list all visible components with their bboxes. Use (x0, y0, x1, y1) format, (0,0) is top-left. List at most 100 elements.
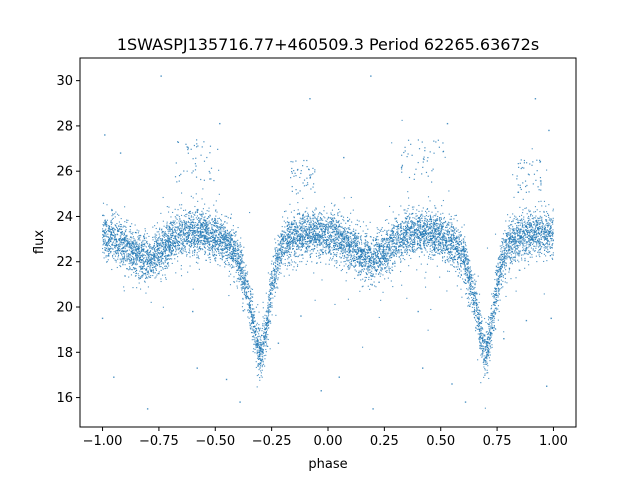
data-point (394, 252, 395, 253)
data-point (350, 250, 351, 251)
data-point (398, 236, 399, 237)
data-point (378, 243, 379, 244)
data-point (123, 262, 124, 263)
data-point (482, 339, 483, 340)
data-point (188, 252, 189, 253)
data-point (194, 254, 195, 255)
data-point (138, 253, 139, 254)
data-point (506, 282, 507, 283)
data-point (136, 287, 137, 288)
data-point (317, 244, 318, 245)
data-point (274, 238, 275, 239)
data-point (508, 226, 509, 227)
data-point (174, 241, 175, 242)
data-point (329, 249, 330, 250)
data-point (313, 250, 314, 251)
data-point (307, 250, 308, 251)
data-point (321, 220, 322, 221)
data-point (359, 247, 360, 248)
data-point (231, 214, 232, 215)
data-point (493, 327, 494, 328)
data-point (338, 209, 339, 210)
data-point (522, 239, 523, 240)
data-point (111, 248, 112, 249)
data-point (503, 246, 504, 247)
data-point (319, 231, 320, 232)
data-point (450, 260, 451, 261)
data-point (298, 209, 299, 210)
data-point (305, 211, 306, 212)
data-point (186, 224, 187, 225)
data-point (470, 295, 471, 296)
data-point (337, 213, 338, 214)
data-point (193, 247, 194, 248)
data-point (144, 234, 145, 235)
data-point (212, 244, 213, 245)
data-point (429, 236, 430, 237)
data-point (425, 211, 426, 212)
data-point (546, 246, 547, 247)
data-point (222, 236, 223, 237)
data-point (207, 249, 208, 250)
data-point (319, 243, 320, 244)
data-point (212, 232, 213, 233)
data-point (545, 224, 546, 225)
data-point (332, 239, 333, 240)
data-point (325, 244, 326, 245)
data-point (452, 254, 453, 255)
data-point (105, 229, 106, 230)
data-point (530, 253, 531, 254)
data-point (291, 229, 292, 230)
data-point (536, 241, 537, 242)
data-point (509, 268, 510, 269)
data-point (202, 213, 203, 214)
data-point (528, 261, 529, 262)
data-point (209, 253, 210, 254)
data-point (197, 247, 198, 248)
data-point (154, 277, 155, 278)
data-point (346, 228, 347, 229)
data-point (217, 241, 218, 242)
data-point (119, 265, 120, 266)
data-point (260, 340, 261, 341)
data-point (321, 238, 322, 239)
data-point (269, 284, 270, 285)
data-point (323, 228, 324, 229)
data-point (380, 231, 381, 232)
data-point (168, 258, 169, 259)
data-point (495, 329, 496, 330)
data-point (191, 217, 192, 218)
data-point (447, 271, 448, 272)
data-point (213, 236, 214, 237)
data-point (268, 339, 269, 340)
data-point (184, 241, 185, 242)
data-point (114, 251, 115, 252)
data-point (446, 247, 447, 248)
data-point (213, 234, 214, 235)
data-point (271, 282, 272, 283)
data-point (427, 242, 428, 243)
data-point (154, 254, 155, 255)
data-point (426, 215, 427, 216)
data-point (475, 281, 476, 282)
data-point (347, 238, 348, 239)
data-point (525, 223, 526, 224)
data-point (356, 271, 357, 272)
data-point (428, 258, 429, 259)
data-point (422, 220, 423, 221)
data-point (290, 234, 291, 235)
data-point (341, 270, 342, 271)
data-point (271, 261, 272, 262)
data-point (430, 228, 431, 229)
data-point (259, 369, 260, 370)
data-point (414, 239, 415, 240)
data-point (416, 269, 417, 270)
data-point (285, 238, 286, 239)
data-point (155, 241, 156, 242)
data-point (382, 246, 383, 247)
data-point (290, 246, 291, 247)
data-point (506, 247, 507, 248)
data-point (263, 335, 264, 336)
data-point (496, 297, 497, 298)
data-point (536, 231, 537, 232)
